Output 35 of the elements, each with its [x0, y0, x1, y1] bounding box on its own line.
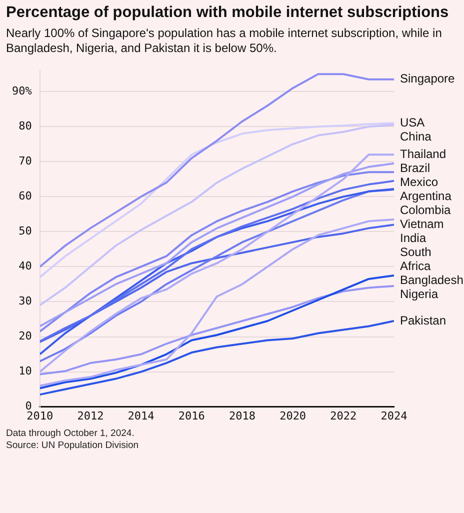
y-tick-label: 80: [18, 119, 32, 132]
chart-title: Percentage of population with mobile internet subscriptions: [6, 4, 450, 22]
y-tick-label: 20: [18, 330, 32, 343]
x-tick-label: 2016: [178, 409, 205, 422]
series-label: South Africa: [400, 244, 432, 273]
y-tick-label: 90%: [12, 84, 32, 98]
series-label: Pakistan: [400, 313, 446, 328]
x-tick-label: 2012: [77, 409, 104, 422]
series-label: USA: [400, 115, 425, 130]
series-label: Colombia: [400, 202, 452, 217]
series-label: India: [400, 230, 426, 245]
x-tick-label: 2010: [26, 409, 54, 422]
series-label: Nigeria: [400, 286, 438, 301]
x-tick-label: 2014: [128, 409, 155, 422]
y-tick-label: 40: [18, 260, 32, 273]
y-tick-label: 70: [18, 154, 32, 168]
y-tick-label: 50: [18, 224, 32, 238]
series-label: Bangladesh: [400, 272, 464, 287]
text: Vietnam: [400, 216, 444, 231]
y-tick-label: 30: [18, 294, 32, 308]
text: Data through October 1, 2024.: [6, 428, 136, 440]
y-tick-label: 10: [18, 364, 32, 378]
series-label: Singapore: [400, 72, 456, 86]
source-note: Source: UN Population Division: [6, 440, 140, 452]
x-tick-label: 2022: [330, 409, 357, 422]
y-tick-label: 60: [18, 190, 32, 203]
series-label: Brazil: [400, 160, 430, 175]
x-tick-label: 2020: [280, 409, 306, 422]
series-label: China: [400, 129, 432, 144]
series-label: Argentina: [400, 188, 452, 203]
series-label: Mexico: [400, 174, 438, 189]
chart-subtitle: Nearly 100% of Singapore's population has a mobile internet subscription, while in Bangladesh, Nigeria, and Pakistan it is below 50%.: [6, 26, 443, 56]
x-tick-label: 2018: [228, 409, 256, 422]
x-tick-label: 2024: [380, 409, 408, 422]
series-label: Thailand: [400, 146, 446, 161]
